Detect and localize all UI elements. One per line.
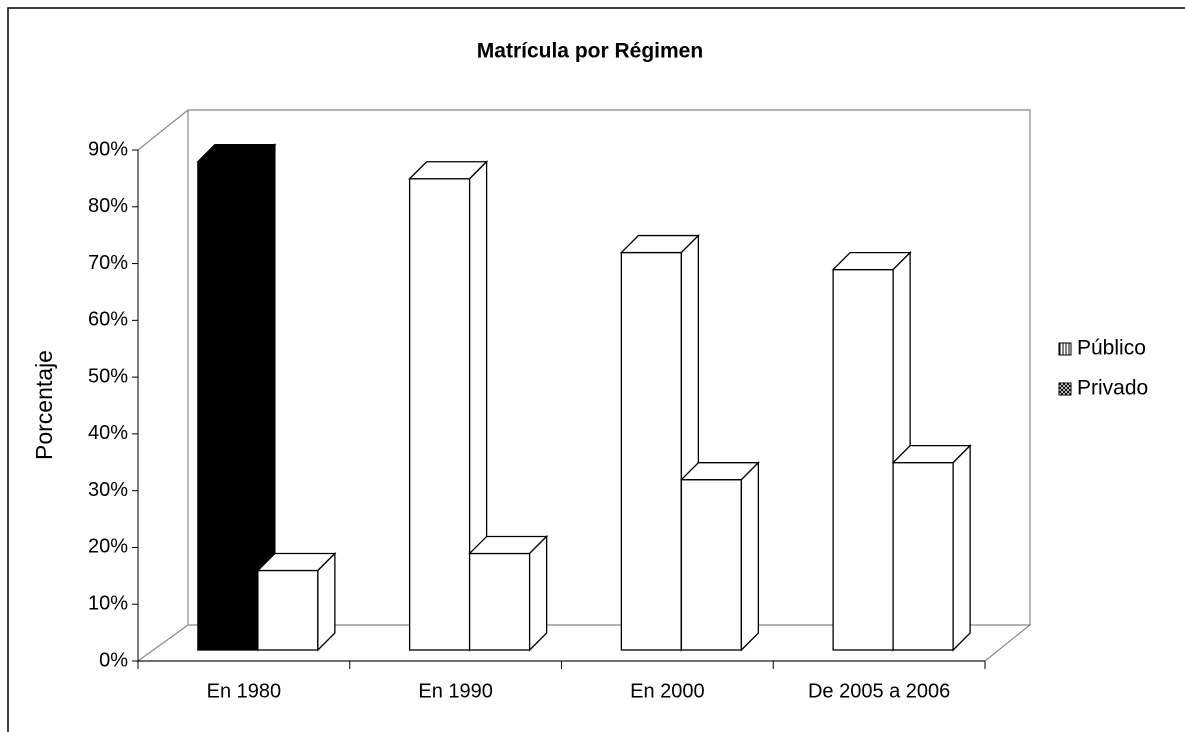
bar — [256, 551, 337, 652]
bar — [619, 233, 700, 652]
bar-side — [952, 444, 971, 652]
x-tick-label: De 2005 a 2006 — [808, 680, 950, 702]
y-tick-label: 20% — [88, 536, 128, 558]
bar-front — [197, 161, 259, 651]
bar — [679, 461, 760, 652]
x-tick-label: En 1990 — [418, 680, 493, 702]
legend-label: Privado — [1077, 377, 1148, 400]
bar-front — [257, 569, 319, 651]
y-axis-label: Porcentaje — [31, 350, 57, 460]
bar-front — [892, 461, 954, 651]
y-tick-label: 0% — [99, 649, 128, 671]
legend-swatch — [1058, 342, 1072, 356]
legend-label: Público — [1077, 337, 1146, 360]
bar-front — [468, 552, 531, 651]
y-tick-label: 50% — [88, 365, 128, 387]
bar — [196, 143, 277, 652]
x-tick-label: En 1980 — [207, 680, 282, 702]
bar-front — [832, 268, 894, 651]
legend-swatch — [1058, 382, 1072, 396]
bar-side — [317, 551, 336, 652]
bar — [408, 160, 489, 652]
bar — [891, 444, 972, 652]
y-tick-label: 90% — [88, 138, 128, 160]
bar-front — [620, 251, 683, 651]
y-tick-label: 60% — [88, 309, 128, 331]
bar-side — [528, 534, 548, 652]
y-tick-label: 70% — [88, 252, 128, 274]
bar — [831, 251, 912, 652]
y-tick-label: 10% — [88, 593, 128, 615]
x-tick-label: En 2000 — [630, 680, 705, 702]
y-tick-label: 80% — [88, 195, 128, 217]
y-tick-label: 30% — [88, 479, 128, 501]
bar-side — [740, 461, 760, 652]
chart-title: Matrícula por Régimen — [477, 40, 703, 63]
y-tick-label: 40% — [88, 422, 128, 444]
bar-front — [680, 479, 743, 651]
bar — [468, 534, 549, 652]
bar-front — [408, 178, 471, 651]
frame — [7, 7, 1185, 732]
